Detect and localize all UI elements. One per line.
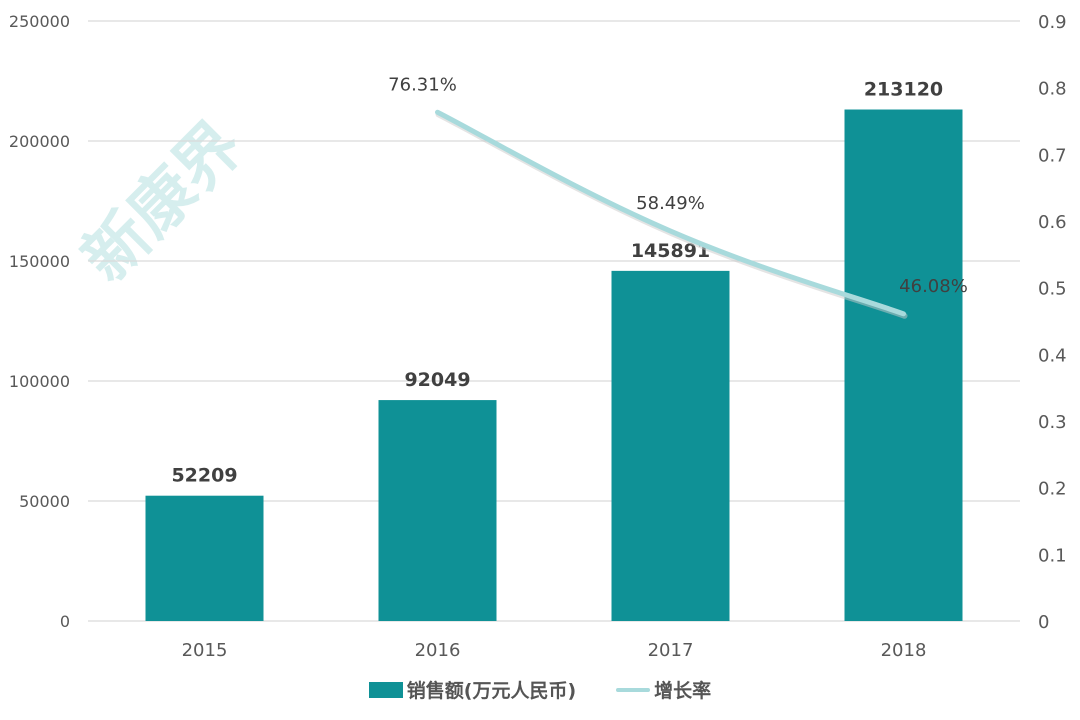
legend-label-growth: 增长率 xyxy=(654,680,712,702)
line-value-label: 58.49% xyxy=(636,193,705,214)
x-axis-tick: 2018 xyxy=(881,640,927,661)
bar[interactable] xyxy=(844,109,963,622)
line-value-label: 46.08% xyxy=(899,276,968,297)
bar[interactable] xyxy=(611,270,730,621)
bar[interactable] xyxy=(145,495,264,621)
right-axis-tick: 0.9 xyxy=(1038,12,1067,33)
left-axis-tick: 150000 xyxy=(9,252,70,271)
x-axis-tick: 2015 xyxy=(182,640,228,661)
legend-item-growth[interactable]: 增长率 xyxy=(616,676,711,703)
right-axis-tick: 0.6 xyxy=(1038,212,1067,233)
legend: 销售额(万元人民币) 增长率 xyxy=(0,676,1080,703)
x-axis-tick: 2017 xyxy=(648,640,694,661)
left-axis-tick: 250000 xyxy=(9,12,70,31)
left-axis-tick: 100000 xyxy=(9,372,70,391)
right-axis-tick: 0.2 xyxy=(1038,479,1067,500)
bar-value-label: 213120 xyxy=(864,79,943,101)
bar[interactable] xyxy=(378,400,497,621)
x-axis-tick: 2016 xyxy=(415,640,461,661)
left-axis-tick: 50000 xyxy=(19,492,70,511)
right-axis-tick: 0 xyxy=(1038,612,1049,633)
watermark: 新康界 xyxy=(69,108,257,296)
right-axis-tick: 0.5 xyxy=(1038,279,1067,300)
right-axis-tick: 0.3 xyxy=(1038,412,1067,433)
legend-label-sales: 销售额(万元人民币) xyxy=(406,680,577,702)
left-axis-tick: 200000 xyxy=(9,132,70,151)
bar-swatch-icon xyxy=(368,681,403,698)
bar-value-label: 52209 xyxy=(171,465,237,487)
line-swatch-icon xyxy=(616,687,651,692)
right-axis-tick: 0.8 xyxy=(1038,79,1067,100)
bar-value-label: 92049 xyxy=(404,369,470,391)
bar-value-label: 145891 xyxy=(631,240,710,262)
legend-item-sales[interactable]: 销售额(万元人民币) xyxy=(368,676,577,703)
right-axis-tick: 0.4 xyxy=(1038,345,1067,366)
line-value-label: 76.31% xyxy=(388,74,457,95)
left-axis-tick: 0 xyxy=(60,612,70,631)
right-axis-tick: 0.7 xyxy=(1038,145,1067,166)
growth-line[interactable] xyxy=(435,109,906,317)
right-axis-tick: 0.1 xyxy=(1038,545,1067,566)
